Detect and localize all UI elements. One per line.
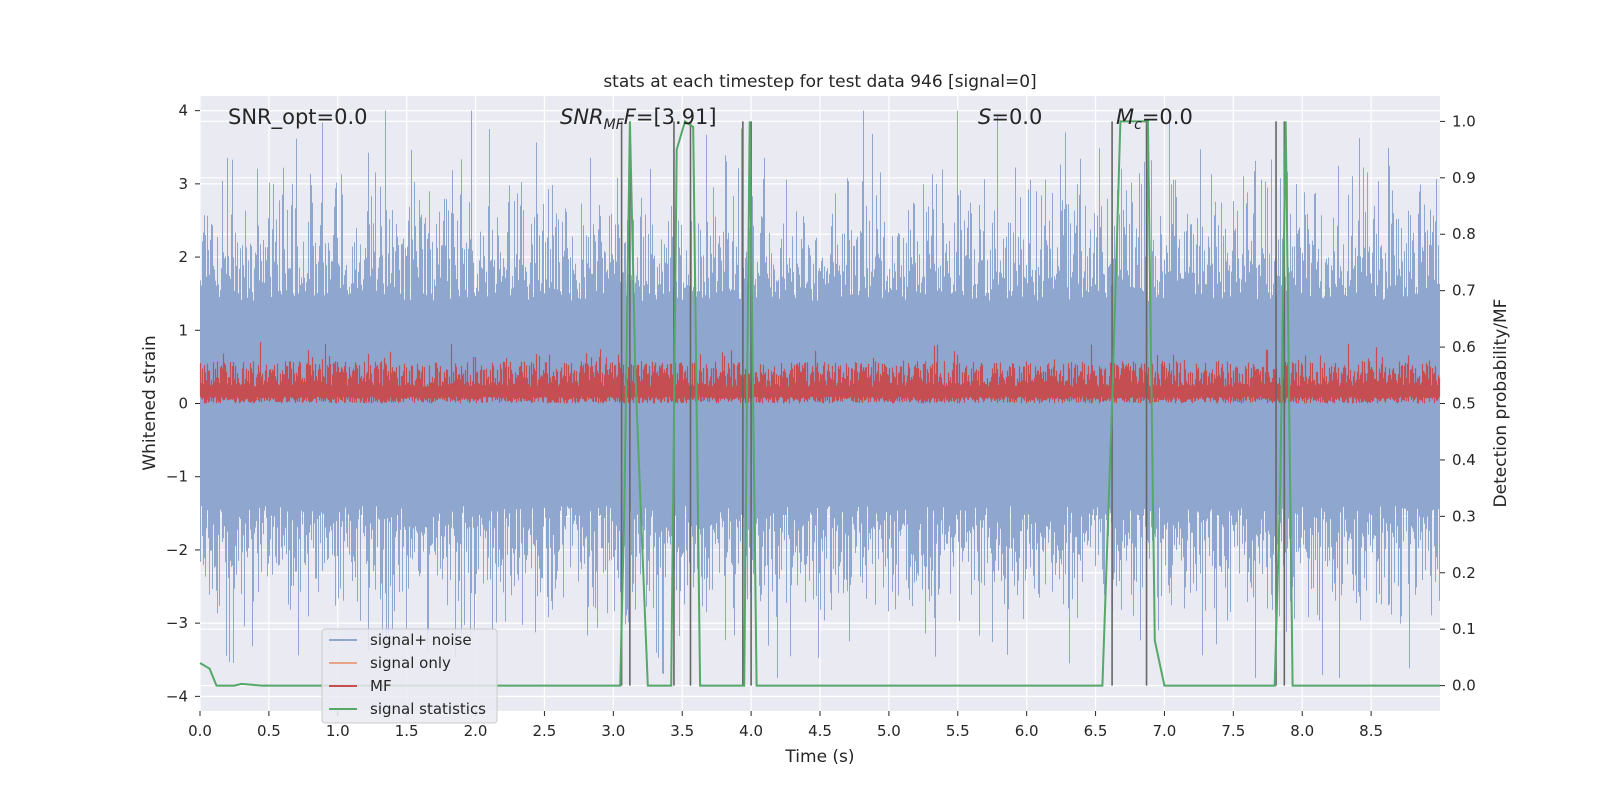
x-tick-8.0: 8.0 <box>1290 722 1314 740</box>
y2-tick-0.5: 0.5 <box>1452 395 1476 413</box>
x-tick-4.0: 4.0 <box>739 722 763 740</box>
y-axis-label: Whitened strain <box>140 335 160 470</box>
y2-tick-0.4: 0.4 <box>1452 451 1476 469</box>
y-tick-−3: −3 <box>166 614 188 632</box>
x-tick-0.5: 0.5 <box>257 722 281 740</box>
annotation-mc-sub: c <box>1134 117 1142 133</box>
x-tick-1.5: 1.5 <box>395 722 419 740</box>
x-tick-3.0: 3.0 <box>601 722 625 740</box>
x-tick-7.5: 7.5 <box>1221 722 1245 740</box>
legend-label-stat: signal statistics <box>370 700 486 718</box>
legend-box <box>321 628 498 724</box>
x-tick-2.5: 2.5 <box>533 722 557 740</box>
annotation-s-val: =0.0 <box>991 105 1042 129</box>
annotation-snr-mf-main: SNR <box>560 105 604 129</box>
annotation-mc-main: M <box>1116 105 1134 129</box>
x-tick-3.5: 3.5 <box>670 722 694 740</box>
y-tick-1: 1 <box>178 321 188 339</box>
legend-label-mf: MF <box>370 677 392 695</box>
y-tick-4: 4 <box>178 102 188 120</box>
y-tick-2: 2 <box>178 248 188 266</box>
y-tick-−4: −4 <box>166 687 188 705</box>
x-tick-8.5: 8.5 <box>1359 722 1383 740</box>
x-tick-6.0: 6.0 <box>1015 722 1039 740</box>
y2-tick-0.3: 0.3 <box>1452 507 1476 525</box>
annotation-snr-opt: SNR_opt=0.0 <box>228 105 368 130</box>
legend-label-signal-only: signal only <box>370 654 451 672</box>
annotation-s: S=0.0 <box>978 105 1042 129</box>
x-tick-5.0: 5.0 <box>877 722 901 740</box>
y-tick-labels: 4 3 2 1 0 −1 −2 −3 −4 <box>166 102 200 705</box>
annotation-snr-mf: SNRMFF=[3.91] <box>560 105 717 133</box>
legend-label-noise: signal+ noise <box>370 631 472 649</box>
x-tick-7.0: 7.0 <box>1153 722 1177 740</box>
y-tick-3: 3 <box>178 175 188 193</box>
y2-tick-0.2: 0.2 <box>1452 564 1476 582</box>
x-tick-labels: 0.0 0.5 1.0 1.5 2.0 2.5 3.0 3.5 4.0 4.5 5.0 5.5 6.0 6… <box>188 711 1383 740</box>
x-tick-0.0: 0.0 <box>188 722 212 740</box>
annotation-mc-val: =0.0 <box>1142 105 1193 129</box>
y2-tick-0.0: 0.0 <box>1452 677 1476 695</box>
x-tick-1.0: 1.0 <box>326 722 350 740</box>
y-tick-−1: −1 <box>166 468 188 486</box>
annotation-snr-mf-f: F <box>624 105 637 129</box>
legend: signal+ noise signal only MF signal stat… <box>321 628 498 724</box>
annotation-s-main: S <box>978 105 991 129</box>
x-axis-label: Time (s) <box>784 747 854 767</box>
annotation-mc: Mc=0.0 <box>1116 105 1193 133</box>
y2-tick-0.7: 0.7 <box>1452 282 1476 300</box>
y2-tick-0.8: 0.8 <box>1452 225 1476 243</box>
chart-title: stats at each timestep for test data 946… <box>603 72 1036 92</box>
y2-tick-0.1: 0.1 <box>1452 620 1476 638</box>
y2-tick-labels: 1.0 0.9 0.8 0.7 0.6 0.5 0.4 0.3 0.2 0.1 0.0 <box>1440 112 1476 695</box>
x-tick-5.5: 5.5 <box>946 722 970 740</box>
x-tick-2.0: 2.0 <box>464 722 488 740</box>
y2-tick-0.6: 0.6 <box>1452 338 1476 356</box>
y-tick-−2: −2 <box>166 541 188 559</box>
y2-tick-0.9: 0.9 <box>1452 169 1476 187</box>
y-tick-0: 0 <box>178 395 188 413</box>
x-tick-6.5: 6.5 <box>1084 722 1108 740</box>
y2-axis-label: Detection probability/MF <box>1491 299 1511 508</box>
annotation-snr-mf-val: =[3.91] <box>636 105 717 129</box>
annotation-snr-mf-sub: MF <box>604 117 625 133</box>
y2-tick-1.0: 1.0 <box>1452 112 1476 130</box>
x-tick-4.5: 4.5 <box>808 722 832 740</box>
